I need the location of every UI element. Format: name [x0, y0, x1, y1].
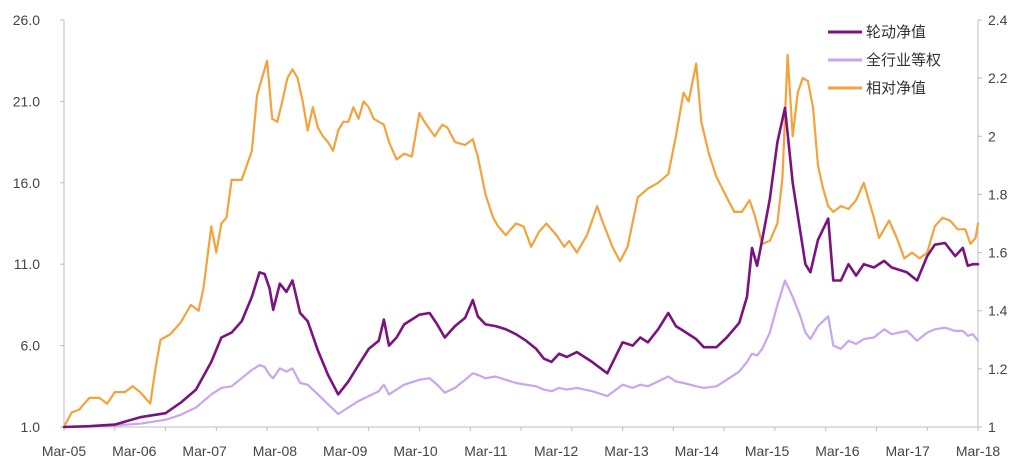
- x-tick-label: Mar-07: [182, 443, 227, 459]
- x-tick-label: Mar-14: [675, 443, 720, 459]
- left-y-tick-label: 1.0: [21, 419, 41, 435]
- left-y-tick-label: 11.0: [14, 256, 40, 272]
- right-y-tick-label: 1.8: [988, 186, 1008, 202]
- left-y-tick-label: 16.0: [13, 175, 40, 191]
- x-tick-label: Mar-11: [464, 443, 508, 459]
- x-tick-label: Mar-06: [112, 443, 157, 459]
- right-y-tick-label: 1.6: [988, 245, 1008, 261]
- x-tick-label: Mar-08: [253, 443, 298, 459]
- x-tick-label: Mar-12: [534, 443, 579, 459]
- left-y-tick-label: 21.0: [13, 93, 40, 109]
- legend-label-2: 相对净值: [866, 79, 926, 97]
- x-tick-label: Mar-09: [323, 443, 368, 459]
- series-line-0: [62, 106, 980, 429]
- x-tick-label: Mar-05: [42, 443, 87, 459]
- x-tick-label: Mar-17: [886, 443, 931, 459]
- chart-axes: 1.0 6.0 11.0 16.0 21.0 26.0 1 1.2 1.4 1.6 1.8 2 2.2 2…: [13, 12, 1008, 459]
- series-line-1: [62, 279, 980, 429]
- x-tick-label: Mar-10: [393, 443, 438, 459]
- legend-label-1: 全行业等权: [866, 51, 941, 69]
- chart-lines: [62, 53, 980, 429]
- right-y-tick-label: 2.4: [988, 12, 1008, 28]
- x-tick-label: Mar-15: [745, 443, 790, 459]
- x-tick-label: Mar-13: [604, 443, 649, 459]
- left-y-tick-label: 6.0: [21, 338, 41, 354]
- right-y-tick-label: 1.4: [988, 303, 1008, 319]
- right-y-tick-label: 1: [988, 419, 996, 435]
- x-tick-label: Mar-16: [815, 443, 860, 459]
- right-y-tick-label: 2.2: [988, 70, 1008, 86]
- right-y-tick-label: 2: [988, 128, 996, 144]
- legend-label-0: 轮动净值: [866, 23, 926, 41]
- left-y-tick-label: 26.0: [13, 12, 40, 28]
- right-y-tick-label: 1.2: [988, 361, 1008, 377]
- series-line-2: [62, 53, 980, 429]
- x-tick-label: Mar-18: [956, 443, 1001, 459]
